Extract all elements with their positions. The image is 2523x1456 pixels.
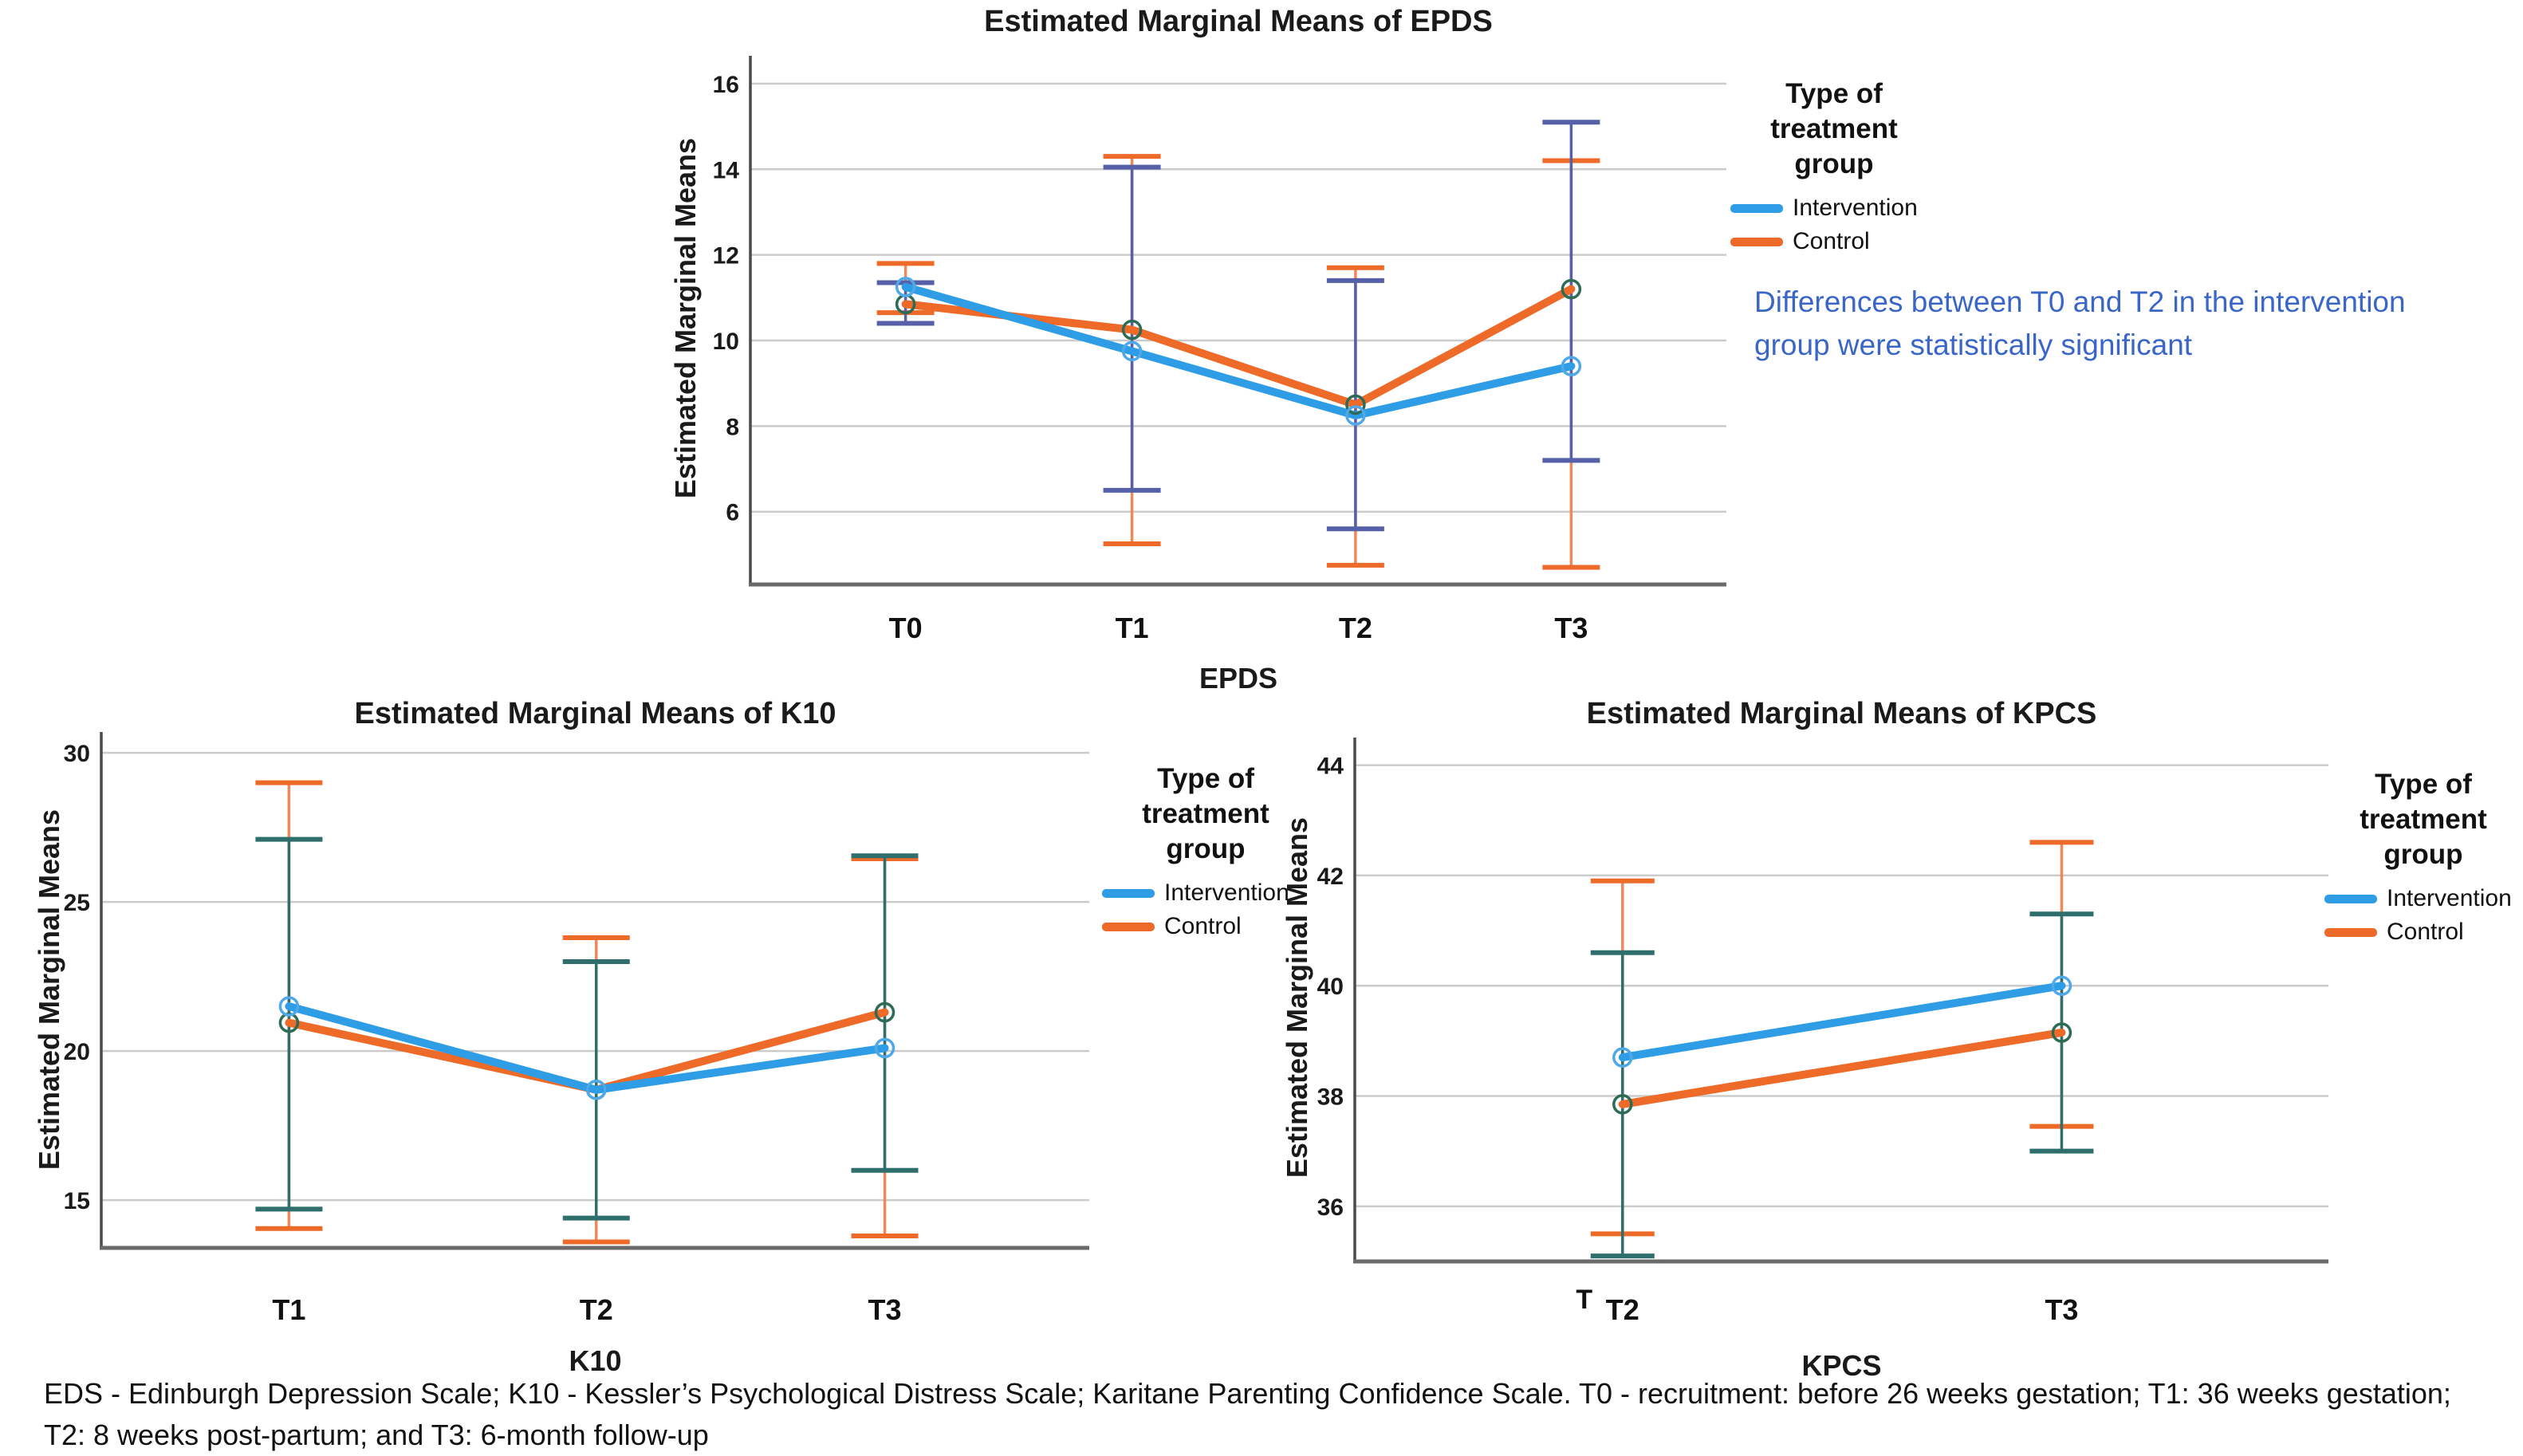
svg-text:T0: T0 xyxy=(889,612,923,644)
control-line-swatch-icon xyxy=(2324,927,2377,937)
legend-item-intervention: Intervention xyxy=(2324,885,2522,912)
k10-legend-items: Intervention Control xyxy=(1102,880,1309,940)
svg-text:T3: T3 xyxy=(1554,612,1588,644)
svg-text:6: 6 xyxy=(726,500,739,526)
svg-text:T: T xyxy=(1576,1285,1592,1315)
intervention-line-swatch-icon xyxy=(1730,203,1783,213)
legend-item-control: Control xyxy=(2324,919,2522,946)
k10-y-axis-label: Estimated Marginal Means xyxy=(33,809,65,1171)
epds-legend: Type of treatment group Intervention Con… xyxy=(1730,77,1938,255)
epds-legend-items: Intervention Control xyxy=(1730,195,1938,255)
legend-item-intervention: Intervention xyxy=(1730,195,1938,222)
svg-text:44: 44 xyxy=(1317,754,1344,780)
legend-item-intervention: Intervention xyxy=(1102,880,1309,907)
svg-text:10: 10 xyxy=(713,329,739,355)
legend-item-label: Control xyxy=(2387,919,2464,946)
k10-x-axis-label: K10 xyxy=(569,1344,622,1377)
svg-text:36: 36 xyxy=(1317,1194,1344,1221)
svg-text:40: 40 xyxy=(1317,974,1344,1000)
kpcs-chart-title: Estimated Marginal Means of KPCS xyxy=(1586,697,2097,730)
intervention-line-swatch-icon xyxy=(2324,894,2377,903)
legend-item-control: Control xyxy=(1102,913,1309,940)
svg-text:16: 16 xyxy=(713,72,739,98)
svg-text:25: 25 xyxy=(64,890,90,916)
svg-text:T1: T1 xyxy=(1116,612,1149,644)
epds-x-axis-label: EPDS xyxy=(1199,662,1278,695)
epds-y-axis-label: Estimated Marginal Means xyxy=(669,137,702,499)
k10-chart-title: Estimated Marginal Means of K10 xyxy=(354,697,836,730)
svg-text:38: 38 xyxy=(1317,1084,1344,1111)
legend-item-label: Control xyxy=(1164,913,1242,940)
svg-text:15: 15 xyxy=(64,1188,90,1214)
epds-legend-title: Type of treatment group xyxy=(1770,78,1898,180)
footnote-line-2: T2: 8 weeks post-partum; and T3: 6-month… xyxy=(44,1418,709,1451)
kpcs-legend: Type of treatment group Intervention Con… xyxy=(2324,767,2522,946)
svg-text:20: 20 xyxy=(64,1039,90,1065)
legend-item-label: Intervention xyxy=(1793,195,1918,222)
svg-text:30: 30 xyxy=(64,741,90,767)
svg-text:T2: T2 xyxy=(1339,612,1372,644)
svg-text:T3: T3 xyxy=(868,1293,902,1326)
svg-text:T2: T2 xyxy=(1606,1293,1639,1326)
figure-footnote: EDS - Edinburgh Depression Scale; K10 - … xyxy=(44,1373,2504,1456)
svg-text:T2: T2 xyxy=(580,1293,613,1326)
footnote-line-1: EDS - Edinburgh Depression Scale; K10 - … xyxy=(44,1377,2451,1410)
legend-item-label: Intervention xyxy=(1164,880,1289,907)
svg-text:T3: T3 xyxy=(2045,1293,2078,1326)
svg-text:42: 42 xyxy=(1317,864,1344,890)
svg-text:T1: T1 xyxy=(272,1293,305,1326)
significance-note: Differences between T0 and T2 in the int… xyxy=(1754,285,2406,361)
epds-chart-title: Estimated Marginal Means of EPDS xyxy=(984,5,1493,38)
kpcs-legend-items: Intervention Control xyxy=(2324,885,2522,946)
k10-legend-title: Type of treatment group xyxy=(1142,763,1269,865)
intervention-line-swatch-icon xyxy=(1102,888,1155,898)
svg-text:8: 8 xyxy=(726,414,739,440)
legend-item-control: Control xyxy=(1730,228,1938,255)
control-line-swatch-icon xyxy=(1730,237,1783,246)
kpcs-legend-title: Type of treatment group xyxy=(2360,769,2487,871)
svg-text:14: 14 xyxy=(713,157,740,183)
kpcs-x-axis-label: KPCS xyxy=(1801,1349,1882,1382)
control-line-swatch-icon xyxy=(1102,922,1155,931)
legend-item-label: Control xyxy=(1793,228,1870,255)
svg-text:12: 12 xyxy=(713,243,739,270)
legend-item-label: Intervention xyxy=(2387,885,2512,912)
k10-legend: Type of treatment group Intervention Con… xyxy=(1102,761,1309,940)
